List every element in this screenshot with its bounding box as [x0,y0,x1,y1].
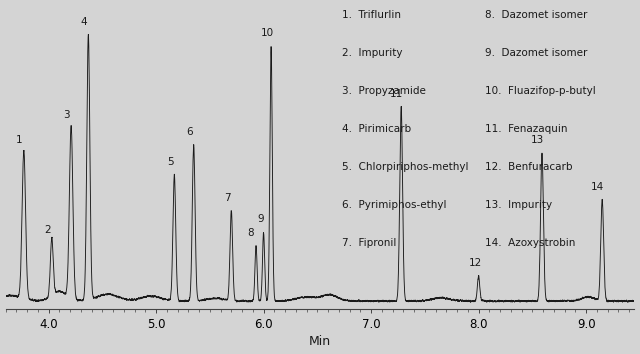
Text: 5: 5 [167,157,173,167]
Text: 11: 11 [390,88,403,98]
Text: 4.  Pirimicarb: 4. Pirimicarb [342,124,411,134]
Text: 3: 3 [63,110,70,120]
Text: 1.  Triflurlin: 1. Triflurlin [342,10,401,20]
Text: 5.  Chlorpiriphos-methyl: 5. Chlorpiriphos-methyl [342,162,468,172]
Text: 4: 4 [81,17,87,28]
Text: 13: 13 [531,135,544,145]
Text: 13.  Impurity: 13. Impurity [484,200,552,210]
Text: 7.  Fipronil: 7. Fipronil [342,238,396,248]
Text: 9: 9 [257,215,264,224]
Text: 3.  Propyzamide: 3. Propyzamide [342,86,426,96]
Text: 11.  Fenazaquin: 11. Fenazaquin [484,124,567,134]
Text: 2: 2 [44,225,51,235]
Text: 6: 6 [186,127,193,137]
Text: 2.  Impurity: 2. Impurity [342,48,403,58]
Text: 10.  Fluazifop-p-butyl: 10. Fluazifop-p-butyl [484,86,595,96]
Text: 14.  Azoxystrobin: 14. Azoxystrobin [484,238,575,248]
Text: 8.  Dazomet isomer: 8. Dazomet isomer [484,10,587,20]
Text: 12: 12 [468,258,482,268]
Text: 10: 10 [261,28,275,38]
Text: 8: 8 [247,228,254,238]
Text: 9.  Dazomet isomer: 9. Dazomet isomer [484,48,587,58]
Text: 7: 7 [224,193,230,202]
Text: 14: 14 [591,182,605,192]
Text: 6.  Pyrimiphos-ethyl: 6. Pyrimiphos-ethyl [342,200,447,210]
Text: 12.  Benfuracarb: 12. Benfuracarb [484,162,572,172]
Text: 1: 1 [16,135,23,145]
X-axis label: Min: Min [309,336,331,348]
